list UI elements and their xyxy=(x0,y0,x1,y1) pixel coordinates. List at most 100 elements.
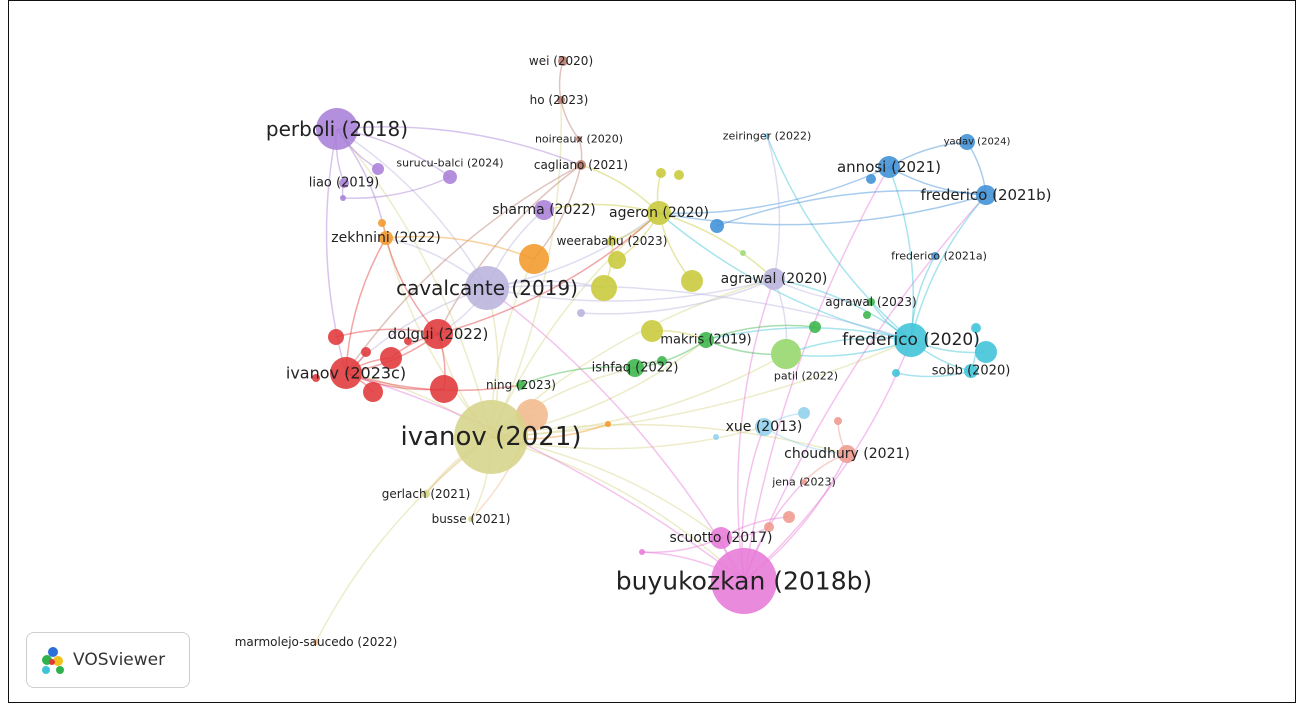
node-u_lightgreen_big[interactable] xyxy=(771,339,801,369)
node-label-yadav2024[interactable]: yadav (2024) xyxy=(944,137,1011,148)
node-label-ishfaq2022[interactable]: ishfaq (2022) xyxy=(592,361,679,376)
node-label-gerlach2021[interactable]: gerlach (2021) xyxy=(382,487,471,501)
node-label-patil2022[interactable]: patil (2022) xyxy=(774,370,838,383)
node-ishfaq2022[interactable] xyxy=(626,359,644,377)
node-label-buyukozkan2018b[interactable]: buyukozkan (2018b) xyxy=(616,567,873,596)
node-label-ivanov2023c[interactable]: ivanov (2023c) xyxy=(286,364,406,383)
node-u_red_e[interactable] xyxy=(361,347,371,357)
node-sobb2020[interactable] xyxy=(964,364,978,378)
node-u_orange_big[interactable] xyxy=(519,244,549,274)
node-label-marmolejosaucedo2022[interactable]: marmolejo-saucedo (2022) xyxy=(235,635,398,649)
node-dolgui2022[interactable] xyxy=(423,319,453,349)
node-perboli2018[interactable] xyxy=(316,108,358,150)
node-label-busse2021[interactable]: busse (2021) xyxy=(432,512,511,526)
node-cavalcante2019[interactable] xyxy=(465,266,509,310)
node-label-xue2013[interactable]: xue (2013) xyxy=(726,419,803,435)
node-u_yellow_f[interactable] xyxy=(674,170,684,180)
node-u_orange_b[interactable] xyxy=(605,421,611,427)
node-ageron2020[interactable] xyxy=(647,201,671,225)
node-u_pink_a[interactable] xyxy=(639,549,645,555)
node-frederico2021a[interactable] xyxy=(931,252,939,260)
node-u_green_a[interactable] xyxy=(809,321,821,333)
node-frederico2021b[interactable] xyxy=(976,185,996,205)
node-label-liao2019[interactable]: liao (2019) xyxy=(309,176,380,191)
node-label-choudhury2021[interactable]: choudhury (2021) xyxy=(784,446,910,462)
node-u_lightblue_b[interactable] xyxy=(713,434,719,440)
node-marmolejosaucedo2022[interactable] xyxy=(313,639,319,645)
node-u_salmon_a[interactable] xyxy=(783,511,795,523)
node-makris2019[interactable] xyxy=(698,332,714,348)
node-u_lightblue_a[interactable] xyxy=(798,407,810,419)
node-label-ivanov2021[interactable]: ivanov (2021) xyxy=(400,422,581,452)
node-u_blue_b[interactable] xyxy=(866,174,876,184)
node-label-frederico2020[interactable]: frederico (2020) xyxy=(842,330,980,350)
node-u_purple_a[interactable] xyxy=(372,163,384,175)
node-sharma2022[interactable] xyxy=(534,200,554,220)
node-u_purple_b[interactable] xyxy=(340,195,346,201)
node-u_blue_a[interactable] xyxy=(710,219,724,233)
node-choudhury2021[interactable] xyxy=(838,445,856,463)
node-u_cyan_b[interactable] xyxy=(971,323,981,333)
node-label-frederico2021a[interactable]: frederico (2021a) xyxy=(891,250,987,263)
node-annosi2021[interactable] xyxy=(878,156,900,178)
node-jena2023[interactable] xyxy=(801,479,807,485)
node-u_red_f[interactable] xyxy=(312,374,320,382)
node-scuotto2017[interactable] xyxy=(710,527,732,549)
node-wei2020[interactable] xyxy=(558,56,568,66)
node-label-zeiringer2022[interactable]: zeiringer (2022) xyxy=(723,130,812,143)
node-gerlach2021[interactable] xyxy=(422,490,430,498)
node-u_red_c[interactable] xyxy=(328,329,344,345)
node-label-wei2020[interactable]: wei (2020) xyxy=(529,54,593,68)
node-label-agrawal2023[interactable]: agrawal (2023) xyxy=(825,295,916,309)
node-ning2023[interactable] xyxy=(516,380,526,390)
node-label-makris2019[interactable]: makris (2019) xyxy=(660,333,751,348)
node-u_red_g[interactable] xyxy=(404,337,412,345)
node-u_green_c[interactable] xyxy=(863,311,871,319)
node-label-jena2023[interactable]: jena (2023) xyxy=(771,476,836,489)
node-label-scuotto2017[interactable]: scuotto (2017) xyxy=(670,530,773,546)
node-ho2023[interactable] xyxy=(557,96,565,104)
node-u_yellow_d[interactable] xyxy=(641,320,663,342)
node-label-frederico2021b[interactable]: frederico (2021b) xyxy=(920,186,1051,204)
network-map[interactable]: ivanov (2021) buyukozkan (2018b) cavalcant… xyxy=(9,1,1297,704)
node-u_orange_a[interactable] xyxy=(378,219,386,227)
node-yadav2024[interactable] xyxy=(959,134,975,150)
node-agrawal2020[interactable] xyxy=(763,268,785,290)
node-label-sobb2020[interactable]: sobb (2020) xyxy=(932,364,1011,379)
node-u_lightgreen_a[interactable] xyxy=(740,250,746,256)
node-ivanov2023c[interactable] xyxy=(330,357,362,389)
node-label-agrawal2020[interactable]: agrawal (2020) xyxy=(721,271,828,287)
node-label-ho2023[interactable]: ho (2023) xyxy=(530,93,589,107)
node-label-ageron2020[interactable]: ageron (2020) xyxy=(609,205,709,221)
node-weerabahu2023[interactable] xyxy=(607,236,617,246)
node-u_yellow_c[interactable] xyxy=(681,270,703,292)
node-label-annosi2021[interactable]: annosi (2021) xyxy=(837,158,941,176)
node-label-cagliano2021[interactable]: cagliano (2021) xyxy=(534,158,628,172)
node-label-dolgui2022[interactable]: dolgui (2022) xyxy=(388,325,489,343)
node-u_cyan_a[interactable] xyxy=(975,341,997,363)
node-u_salmon_c[interactable] xyxy=(834,417,842,425)
node-zeiringer2022[interactable] xyxy=(764,133,770,139)
node-label-sharma2022[interactable]: sharma (2022) xyxy=(492,202,595,218)
node-zekhnini2022[interactable] xyxy=(379,231,393,245)
node-agrawal2023[interactable] xyxy=(867,298,875,306)
node-u_yellow_a[interactable] xyxy=(591,275,617,301)
node-u_lilac_a[interactable] xyxy=(577,309,585,317)
node-label-cavalcante2019[interactable]: cavalcante (2019) xyxy=(396,276,578,300)
node-u_red_d[interactable] xyxy=(363,382,383,402)
node-u_cyan_c[interactable] xyxy=(892,369,900,377)
node-u_red_b[interactable] xyxy=(430,375,458,403)
node-label-noireaux2020[interactable]: noireaux (2020) xyxy=(535,133,623,146)
node-busse2021[interactable] xyxy=(468,516,474,522)
node-cagliano2021[interactable] xyxy=(576,160,586,170)
node-liao2019[interactable] xyxy=(339,178,349,188)
node-noireaux2020[interactable] xyxy=(576,136,582,142)
node-u_green_b[interactable] xyxy=(657,356,667,366)
node-label-zekhnini2022[interactable]: zekhnini (2022) xyxy=(331,230,440,246)
node-label-surucubalci2024[interactable]: surucu-balci (2024) xyxy=(396,157,503,170)
node-u_red_a[interactable] xyxy=(380,347,402,369)
node-u_salmon_b[interactable] xyxy=(764,522,774,532)
node-u_yellow_e[interactable] xyxy=(656,168,666,178)
node-xue2013[interactable] xyxy=(755,418,773,436)
node-u_yellow_b[interactable] xyxy=(608,251,626,269)
